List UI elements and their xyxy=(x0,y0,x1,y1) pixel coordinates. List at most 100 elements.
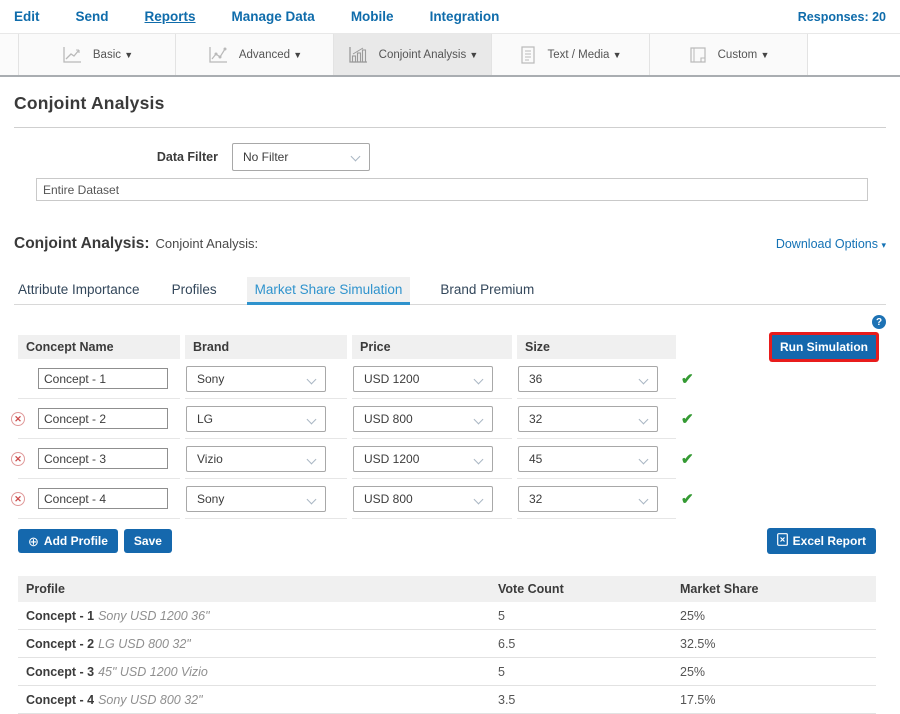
size-select[interactable]: 32 xyxy=(518,485,658,512)
excel-report-button[interactable]: Excel Report xyxy=(766,528,876,554)
size-select[interactable]: 32 xyxy=(518,405,658,432)
toolbar-item-custom[interactable]: Custom ▼ xyxy=(650,34,808,75)
nav-item-send[interactable]: Send xyxy=(75,9,109,24)
vote-count-value: 3.5 xyxy=(490,686,672,714)
chevron-down-icon xyxy=(306,374,317,384)
profile-description: Sony USD 800 32" xyxy=(98,693,203,707)
market-share-value: 25% xyxy=(672,658,876,686)
results-table: Profile Vote Count Market Share Concept … xyxy=(18,576,876,714)
tab-attribute-importance[interactable]: Attribute Importance xyxy=(18,282,140,297)
delete-row-icon[interactable]: ✕ xyxy=(11,412,25,426)
help-row: ? xyxy=(14,315,886,329)
data-filter-row: Data Filter No Filter xyxy=(14,143,886,171)
layout-icon xyxy=(688,45,708,65)
vote-count-value: 5 xyxy=(490,658,672,686)
concept-row: ✕ Sony USD 800 32 ✔ xyxy=(11,479,876,519)
size-select[interactable]: 36 xyxy=(518,365,658,392)
nav-item-edit[interactable]: Edit xyxy=(14,9,40,24)
chevron-down-icon xyxy=(638,374,649,384)
simulation-header-row: Concept Name Brand Price Size Run Simula… xyxy=(18,335,876,359)
data-filter-value: No Filter xyxy=(243,150,289,164)
chevron-down-icon: ▼ xyxy=(124,49,134,60)
col-header-brand: Brand xyxy=(185,335,347,359)
concept-name-input[interactable] xyxy=(38,368,168,389)
scatter-line-chart-icon xyxy=(207,45,229,65)
market-share-value: 25% xyxy=(672,602,876,630)
help-icon[interactable]: ? xyxy=(872,315,886,329)
brand-select[interactable]: Sony xyxy=(186,365,326,392)
save-button[interactable]: Save xyxy=(123,529,172,553)
profile-name: Concept - 1 xyxy=(26,609,95,623)
nav-item-reports[interactable]: Reports xyxy=(144,9,196,24)
toolbar-spacer xyxy=(808,34,900,75)
nav-item-manage-data[interactable]: Manage Data xyxy=(231,9,315,24)
divider xyxy=(14,127,886,128)
concept-name-input[interactable] xyxy=(38,488,168,509)
market-share-value: 32.5% xyxy=(672,630,876,658)
section-subtitle: Conjoint Analysis: xyxy=(155,236,259,251)
profile-description: Sony USD 1200 36" xyxy=(98,609,210,623)
result-row: Concept - 4 Sony USD 800 32" 3.5 17.5% xyxy=(18,686,876,714)
market-share-value: 17.5% xyxy=(672,686,876,714)
delete-row-icon[interactable]: ✕ xyxy=(11,492,25,506)
price-select[interactable]: USD 1200 xyxy=(353,365,493,392)
toolbar-item-basic[interactable]: Basic ▼ xyxy=(18,34,176,75)
profile-name: Concept - 3 xyxy=(26,665,95,679)
tab-brand-premium[interactable]: Brand Premium xyxy=(440,282,535,297)
chevron-down-icon xyxy=(638,494,649,504)
chevron-down-icon: ▾ xyxy=(881,240,886,250)
concept-row: Sony USD 1200 36 ✔ xyxy=(18,359,876,399)
toolbar-item-advanced[interactable]: Advanced ▼ xyxy=(176,34,334,75)
toolbar-label: Basic ▼ xyxy=(92,48,134,61)
toolbar-label: Text / Media ▼ xyxy=(547,48,622,61)
price-select[interactable]: USD 800 xyxy=(353,485,493,512)
page-title: Conjoint Analysis xyxy=(14,93,165,113)
profile-name: Concept - 2 xyxy=(26,637,95,651)
brand-select[interactable]: Vizio xyxy=(186,445,326,472)
chevron-down-icon xyxy=(306,454,317,464)
delete-row-icon[interactable]: ✕ xyxy=(11,452,25,466)
brand-select[interactable]: LG xyxy=(186,405,326,432)
result-row: Concept - 3 45" USD 1200 Vizio 5 25% xyxy=(18,658,876,686)
concept-name-input[interactable] xyxy=(38,448,168,469)
size-select[interactable]: 45 xyxy=(518,445,658,472)
brand-select[interactable]: Sony xyxy=(186,485,326,512)
top-navigation: Edit Send Reports Manage Data Mobile Int… xyxy=(0,0,900,34)
col-header-concept-name: Concept Name xyxy=(18,335,180,359)
col-header-vote-count: Vote Count xyxy=(498,582,564,596)
tab-market-share-simulation[interactable]: Market Share Simulation xyxy=(246,277,411,305)
toolbar-item-text-media[interactable]: Text / Media ▼ xyxy=(492,34,650,75)
valid-check-icon: ✔ xyxy=(681,411,694,428)
profile-description: 45" USD 1200 Vizio xyxy=(98,665,208,679)
concept-row: ✕ LG USD 800 32 ✔ xyxy=(11,399,876,439)
chevron-down-icon xyxy=(473,494,484,504)
profile-description: LG USD 800 32" xyxy=(98,637,191,651)
profile-name: Concept - 4 xyxy=(26,693,95,707)
price-select[interactable]: USD 1200 xyxy=(353,445,493,472)
run-simulation-button[interactable]: Run Simulation xyxy=(772,335,876,359)
chevron-down-icon xyxy=(473,414,484,424)
valid-check-icon: ✔ xyxy=(681,451,694,468)
dataset-input[interactable] xyxy=(36,178,868,201)
concept-name-input[interactable] xyxy=(38,408,168,429)
add-profile-button[interactable]: ⊕ Add Profile xyxy=(18,529,118,553)
tab-profiles[interactable]: Profiles xyxy=(171,282,217,297)
chevron-down-icon: ▼ xyxy=(760,49,770,60)
report-type-toolbar: Basic ▼ Advanced ▼ Conjoint Analysis ▼ T… xyxy=(0,34,900,77)
excel-file-icon xyxy=(776,533,788,549)
price-select[interactable]: USD 800 xyxy=(353,405,493,432)
data-filter-select[interactable]: No Filter xyxy=(232,143,370,171)
nav-item-integration[interactable]: Integration xyxy=(429,9,500,24)
toolbar-label: Custom ▼ xyxy=(717,48,770,61)
nav-item-mobile[interactable]: Mobile xyxy=(350,9,394,24)
download-options-button[interactable]: Download Options ▾ xyxy=(775,237,886,251)
section-title: Conjoint Analysis: xyxy=(14,235,150,252)
chevron-down-icon xyxy=(638,454,649,464)
chevron-down-icon xyxy=(473,454,484,464)
toolbar-item-conjoint-analysis[interactable]: Conjoint Analysis ▼ xyxy=(334,34,492,75)
valid-check-icon: ✔ xyxy=(681,371,694,388)
action-button-row: ⊕ Add Profile Save Excel Report xyxy=(18,528,876,554)
data-filter-label: Data Filter xyxy=(156,150,218,164)
concept-row: ✕ Vizio USD 1200 45 ✔ xyxy=(11,439,876,479)
col-header-price: Price xyxy=(352,335,512,359)
